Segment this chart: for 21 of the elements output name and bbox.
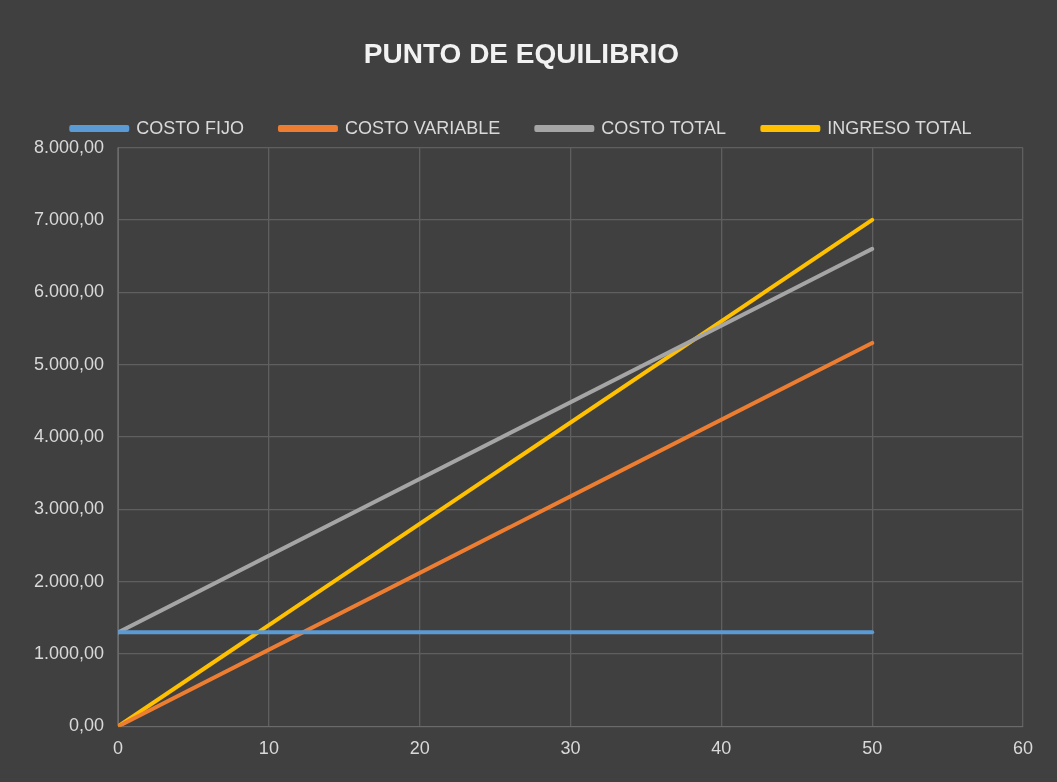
chart-title: PUNTO DE EQUILIBRIO bbox=[363, 37, 680, 69]
x-tick-label: 60 bbox=[1012, 738, 1034, 759]
x-tick-label: 20 bbox=[409, 738, 430, 759]
x-tick-label: 0 bbox=[113, 738, 124, 759]
legend-label: COSTO TOTAL bbox=[601, 117, 727, 138]
y-tick-label: 3.000,00 bbox=[33, 498, 105, 519]
y-tick-label: 4.000,00 bbox=[33, 425, 105, 446]
legend-label: INGRESO TOTAL bbox=[827, 117, 972, 138]
x-tick-label: 30 bbox=[560, 738, 581, 759]
x-tick-label: 40 bbox=[711, 738, 732, 759]
x-tick-label: 50 bbox=[862, 738, 883, 759]
x-tick-label: 10 bbox=[258, 738, 279, 759]
y-tick-label: 6.000,00 bbox=[33, 281, 105, 302]
y-tick-label: 5.000,00 bbox=[33, 353, 105, 374]
y-tick-label: 7.000,00 bbox=[33, 208, 105, 229]
y-tick-label: 0,00 bbox=[69, 715, 105, 736]
y-tick-label: 8.000,00 bbox=[33, 136, 105, 157]
y-tick-label: 1.000,00 bbox=[33, 643, 105, 664]
legend-label: COSTO VARIABLE bbox=[344, 117, 501, 138]
legend-label: COSTO FIJO bbox=[136, 117, 244, 138]
y-tick-label: 2.000,00 bbox=[33, 570, 105, 591]
